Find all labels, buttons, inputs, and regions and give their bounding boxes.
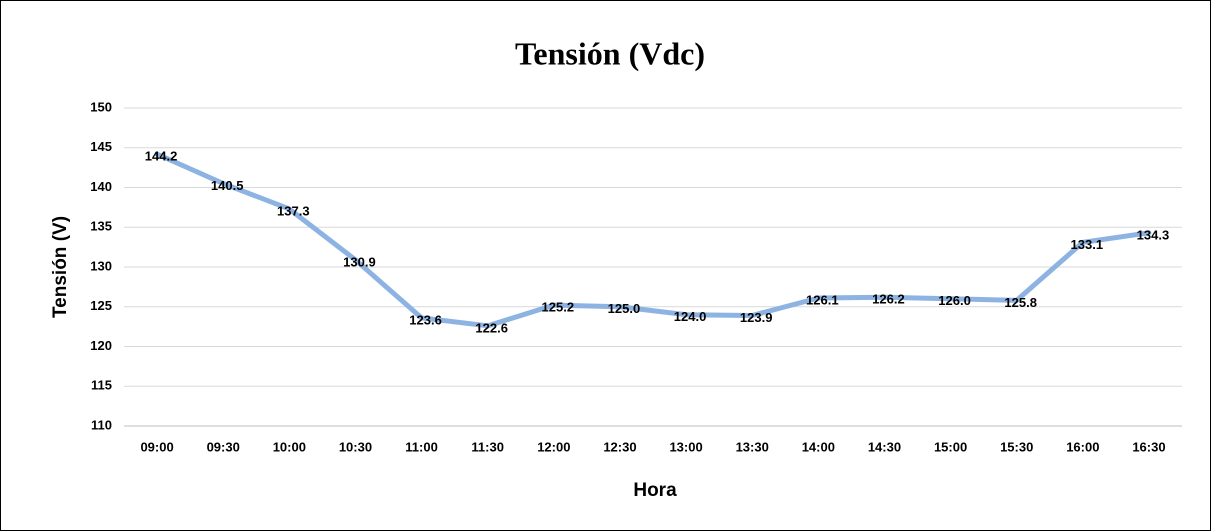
data-label: 126.1	[806, 292, 839, 307]
x-tick-label: 11:30	[471, 439, 504, 454]
y-tick-label: 145	[90, 139, 112, 154]
y-tick-label: 150	[90, 99, 112, 114]
x-tick-label: 09:00	[140, 439, 173, 454]
x-tick-label: 13:00	[669, 439, 702, 454]
y-tick-label: 130	[90, 258, 112, 273]
data-label: 122.6	[475, 320, 508, 335]
data-label: 126.0	[938, 293, 971, 308]
data-label: 123.6	[409, 312, 442, 327]
data-label: 124.0	[674, 309, 707, 324]
x-tick-label: 14:30	[868, 439, 901, 454]
y-tick-label: 125	[90, 298, 112, 313]
data-label: 134.3	[1137, 227, 1170, 242]
data-label: 140.5	[211, 178, 244, 193]
data-label: 144.2	[145, 149, 178, 164]
data-label: 133.1	[1071, 237, 1104, 252]
y-tick-label: 115	[91, 378, 112, 393]
data-label: 126.2	[872, 292, 905, 307]
x-axis-title: Hora	[633, 480, 677, 501]
x-tick-label: 10:30	[339, 439, 372, 454]
y-axis-title: Tensión (V)	[50, 216, 71, 318]
data-label: 137.3	[277, 203, 310, 218]
chart-title: Tensión (Vdc)	[515, 35, 705, 71]
data-label: 125.0	[608, 301, 641, 316]
data-label: 125.2	[542, 300, 575, 315]
y-tick-label: 110	[91, 417, 112, 432]
x-tick-label: 09:30	[207, 439, 240, 454]
x-tick-label: 12:00	[537, 439, 570, 454]
line-series	[154, 151, 1152, 329]
x-tick-label: 13:30	[736, 439, 769, 454]
data-label: 130.9	[343, 254, 376, 269]
y-tick-label: 120	[90, 338, 112, 353]
x-tick-label: 12:30	[603, 439, 636, 454]
x-tick-label: 15:30	[1000, 439, 1033, 454]
x-tick-label: 11:00	[405, 439, 438, 454]
x-tick-label: 16:30	[1132, 439, 1165, 454]
x-tick-label: 15:00	[934, 439, 967, 454]
data-label: 125.8	[1004, 295, 1037, 310]
data-label: 123.9	[740, 310, 773, 325]
x-tick-label: 14:00	[802, 439, 835, 454]
x-tick-label: 10:00	[273, 439, 306, 454]
y-tick-label: 135	[90, 219, 112, 234]
y-tick-label: 140	[90, 179, 112, 194]
x-tick-label: 16:00	[1066, 439, 1099, 454]
